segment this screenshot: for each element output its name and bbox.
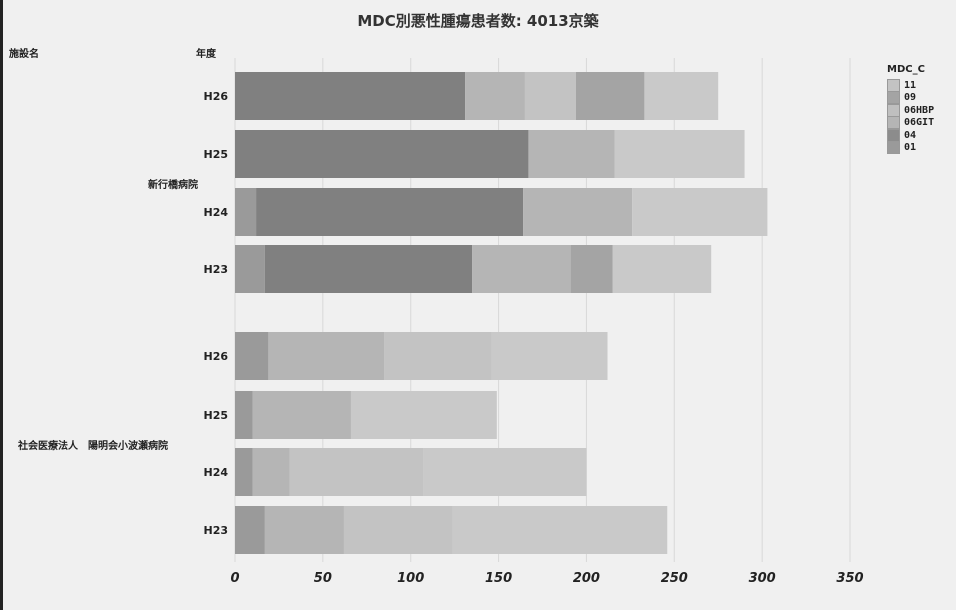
legend-title: MDC_C	[887, 64, 925, 75]
legend-label-0: 11	[904, 79, 917, 91]
bar-segment-g0-H24-06GIT	[523, 188, 633, 236]
legend-label-2: 06HBP	[904, 104, 935, 116]
x-tick-label-3: 150	[485, 571, 512, 586]
bar-segment-g0-H24-11	[632, 188, 768, 236]
bar-segment-g1-H26-06GIT	[268, 332, 385, 380]
bar-segment-g0-H26-04	[235, 72, 466, 120]
bar-segment-g1-H26-11	[491, 332, 608, 380]
bar-segment-g0-H25-11	[614, 130, 745, 178]
year-label-g0-1: H25	[203, 148, 228, 161]
bar-segment-g0-H23-11	[612, 245, 712, 293]
year-label-g0-3: H23	[203, 263, 228, 276]
bar-segment-g0-H26-09	[575, 72, 645, 120]
bar-segment-g1-H24-11	[423, 448, 587, 496]
bar-segment-g1-H24-06GIT	[252, 448, 290, 496]
bar-segment-g1-H26-06HBP	[384, 332, 492, 380]
legend-item-2: 06HBP	[887, 103, 935, 117]
bar-segment-g0-H23-01	[235, 245, 265, 293]
bar-segment-g0-H23-09	[570, 245, 613, 293]
legend-item-0: 11	[887, 78, 934, 92]
bar-segment-g1-H23-01	[235, 506, 265, 554]
year-label-g1-1: H25	[203, 409, 228, 422]
x-tick-label-6: 300	[749, 571, 776, 586]
bar-segment-g0-H26-06GIT	[465, 72, 525, 120]
bar-segment-g1-H25-11	[350, 391, 497, 439]
legend-label-1: 09	[904, 92, 917, 104]
legend-item-3: 06GIT	[887, 116, 935, 130]
legend-item-1: 09	[887, 91, 934, 105]
legend-label-3: 06GIT	[904, 117, 935, 129]
facility-label-0: 新行橋病院	[148, 180, 198, 191]
legend-item-5: 01	[887, 141, 934, 155]
legend-item-4: 04	[887, 128, 934, 142]
year-label-g1-2: H24	[203, 466, 228, 479]
bar-segment-g0-H25-06GIT	[528, 130, 615, 178]
x-tick-label-7: 350	[836, 571, 863, 586]
bar-segment-g0-H26-11	[644, 72, 719, 120]
x-tick-label-5: 250	[661, 571, 688, 586]
legend-swatch-0	[887, 78, 900, 92]
x-tick-label-2: 100	[397, 571, 424, 586]
legend-swatch-5	[887, 141, 900, 155]
x-tick-label-0: 0	[230, 571, 239, 586]
legend-swatch-3	[887, 116, 900, 130]
bar-segment-g1-H26-01	[235, 332, 269, 380]
facility-header: 施設名	[9, 49, 39, 60]
bar-segment-g0-H24-01	[235, 188, 257, 236]
bar-segment-g0-H23-06GIT	[472, 245, 571, 293]
year-label-g1-3: H23	[203, 524, 228, 537]
bar-segment-g0-H24-04	[256, 188, 524, 236]
legend-label-5: 01	[904, 142, 917, 154]
legend-swatch-2	[887, 103, 900, 117]
legend-swatch-1	[887, 91, 900, 105]
year-header: 年度	[196, 49, 216, 60]
bar-segment-g0-H26-06HBP	[524, 72, 576, 120]
legend-swatch-4	[887, 128, 900, 142]
bar-segment-g1-H24-01	[235, 448, 253, 496]
facility-label-1: 社会医療法人 陽明会小波瀬病院	[18, 441, 168, 452]
bar-segment-g1-H23-06GIT	[264, 506, 344, 554]
legend: MDC_C 11 09 06HBP 06GIT 04 01	[887, 64, 935, 155]
bar-segment-g1-H23-11	[452, 506, 668, 554]
bar-segment-g0-H25-04	[235, 130, 529, 178]
left-border	[0, 0, 3, 610]
legend-label-4: 04	[904, 129, 917, 141]
x-tick-label-4: 200	[573, 571, 600, 586]
bar-segment-g1-H25-01	[235, 391, 253, 439]
year-label-g0-0: H26	[203, 90, 228, 103]
year-label-g1-0: H26	[203, 350, 228, 363]
chart-title: MDC別悪性腫瘍患者数: 4013京築	[357, 12, 599, 30]
bar-segment-g0-H23-04	[264, 245, 473, 293]
bar-segment-g1-H23-06HBP	[343, 506, 453, 554]
x-tick-label-1: 50	[314, 571, 332, 586]
bar-segment-g1-H25-06GIT	[252, 391, 351, 439]
bar-segment-g1-H24-06HBP	[289, 448, 424, 496]
year-label-g0-2: H24	[203, 206, 228, 219]
